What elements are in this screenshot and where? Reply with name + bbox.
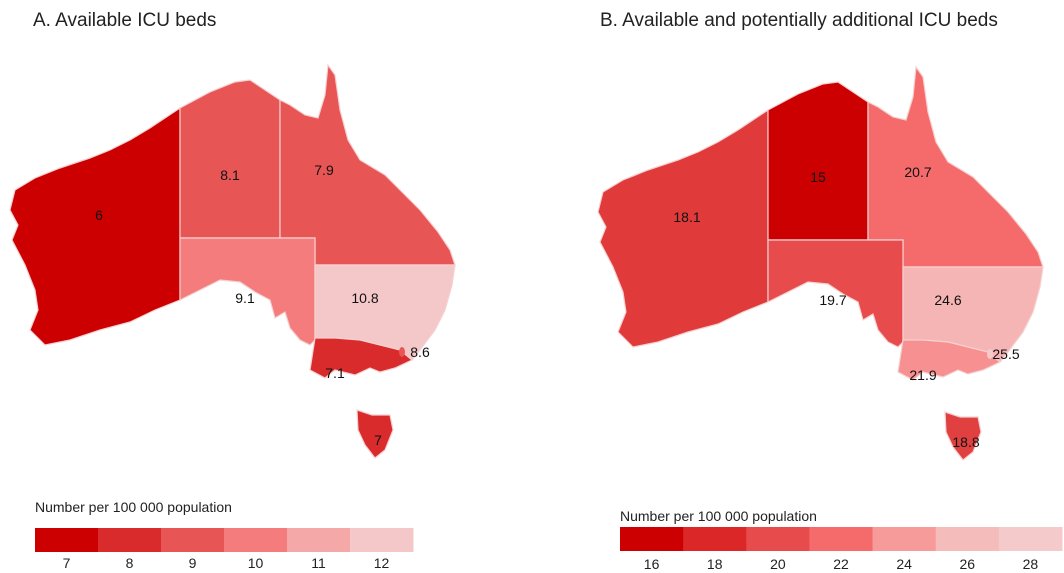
legend-tick-label: 12 bbox=[374, 555, 390, 571]
legend-tick-label: 28 bbox=[1023, 556, 1039, 572]
value-label-wa: 6 bbox=[95, 207, 103, 223]
value-label-tas: 7 bbox=[374, 432, 382, 448]
region-qld bbox=[867, 65, 1044, 268]
legend-tick-label: 9 bbox=[189, 555, 197, 571]
legend-tick-label: 11 bbox=[311, 555, 326, 571]
legend-swatch bbox=[683, 527, 747, 551]
panel-title: B. Available and potentially additional … bbox=[600, 10, 998, 31]
region-sa bbox=[767, 239, 904, 348]
value-label-act: 8.6 bbox=[410, 344, 430, 360]
region-wa bbox=[9, 106, 181, 346]
legend-tick-label: 7 bbox=[63, 555, 71, 571]
legend-tick-label: 24 bbox=[896, 556, 912, 572]
legend-swatch bbox=[98, 528, 162, 552]
legend-tick-label: 8 bbox=[126, 555, 134, 571]
region-act bbox=[399, 347, 405, 357]
value-label-tas: 18.8 bbox=[952, 434, 979, 450]
legend-swatch bbox=[224, 528, 288, 552]
legend-tick-label: 10 bbox=[248, 555, 264, 571]
region-wa bbox=[597, 108, 769, 348]
legend-tick-label: 26 bbox=[959, 556, 975, 572]
region-nt bbox=[767, 81, 869, 241]
legend-swatch bbox=[35, 528, 99, 552]
value-label-qld: 7.9 bbox=[314, 162, 334, 178]
region-qld bbox=[279, 63, 456, 266]
legend-tick-label: 22 bbox=[833, 556, 849, 572]
region-tas bbox=[356, 409, 394, 459]
region-tas bbox=[944, 411, 982, 461]
legend-swatch bbox=[809, 527, 874, 551]
legend-swatch bbox=[350, 528, 414, 552]
value-label-vic: 7.1 bbox=[325, 365, 345, 381]
legend-swatch bbox=[620, 527, 684, 551]
legend-swatch bbox=[935, 527, 1000, 551]
value-label-sa: 9.1 bbox=[235, 290, 255, 306]
value-label-nt: 8.1 bbox=[220, 167, 240, 183]
value-label-nsw: 24.6 bbox=[934, 292, 961, 308]
legend-swatch bbox=[872, 527, 937, 551]
legend-swatch bbox=[746, 527, 810, 551]
value-label-wa: 18.1 bbox=[673, 209, 700, 225]
value-label-sa: 19.7 bbox=[819, 292, 846, 308]
value-label-nsw: 10.8 bbox=[351, 290, 378, 306]
value-label-vic: 21.9 bbox=[909, 367, 936, 383]
legend-tick-label: 16 bbox=[644, 556, 660, 572]
region-vic bbox=[897, 339, 1002, 381]
legend-tick-label: 20 bbox=[770, 556, 786, 572]
region-nt bbox=[179, 79, 281, 239]
region-act bbox=[987, 349, 993, 359]
value-label-qld: 20.7 bbox=[904, 164, 931, 180]
legend-title: Number per 100 000 population bbox=[620, 508, 817, 524]
legend-swatch bbox=[998, 527, 1063, 551]
region-sa bbox=[179, 237, 316, 346]
legend-title: Number per 100 000 population bbox=[35, 499, 232, 515]
panel-title: A. Available ICU beds bbox=[33, 10, 216, 31]
map-australia: 6 8.1 7.9 9.1 10.8 8.6 7.1 7 bbox=[9, 63, 456, 459]
map-australia: 18.1 15 20.7 19.7 24.6 25.5 21.9 18.8 bbox=[597, 65, 1044, 461]
legend-swatch bbox=[161, 528, 225, 552]
value-label-act: 25.5 bbox=[992, 346, 1019, 362]
region-vic bbox=[309, 337, 414, 379]
legend-tick-label: 18 bbox=[707, 556, 723, 572]
value-label-nt: 15 bbox=[810, 169, 826, 185]
legend-swatch bbox=[287, 528, 351, 552]
